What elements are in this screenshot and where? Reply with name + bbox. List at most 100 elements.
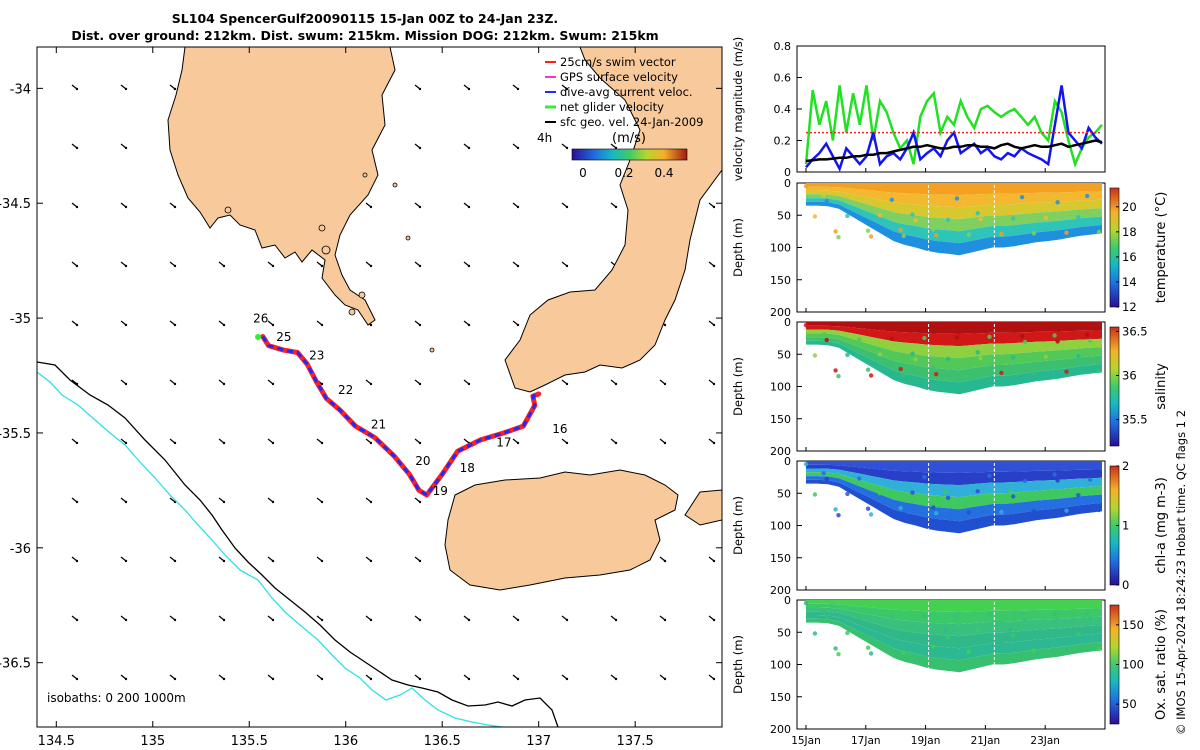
colorbar-tick-1: 0.2 xyxy=(614,166,633,180)
section-ytick-label: 200 xyxy=(770,306,791,319)
islands xyxy=(224,172,435,353)
velocity-arrow-head xyxy=(222,323,226,327)
section-cblabel: Ox. sat. ratio (%) xyxy=(1154,609,1169,720)
velocity-series-black xyxy=(805,139,1103,163)
section-speckle xyxy=(877,213,883,218)
section-speckle xyxy=(1085,193,1090,199)
velocity-arrow-head xyxy=(614,146,618,150)
section-speckle xyxy=(833,507,838,512)
velocity-ytick-label: 0.6 xyxy=(774,72,792,85)
velocity-arrow-head xyxy=(418,618,422,622)
section-speckle xyxy=(1055,478,1060,483)
section-speckle xyxy=(966,510,971,515)
velocity-arrow-head xyxy=(712,618,716,622)
land-masses xyxy=(167,47,722,591)
land-yorke-peninsula xyxy=(504,47,722,393)
time-tick-label: 21Jan xyxy=(971,735,1001,747)
velocity-arrow-head xyxy=(418,264,422,268)
velocity-arrow-head xyxy=(320,500,324,504)
section-speckle xyxy=(901,372,906,378)
section-speckle xyxy=(999,370,1004,376)
track-day-labels: 26 25 23 22 21 20 19 18 17 16 xyxy=(253,312,567,498)
velocity-arrow-head xyxy=(124,264,128,268)
section-speckle xyxy=(942,628,948,634)
section-speckle xyxy=(1011,494,1016,499)
section-speckle xyxy=(824,476,829,482)
section-ytick-label: 200 xyxy=(770,584,791,597)
section-speckle xyxy=(1064,230,1069,235)
velocity-arrow-head xyxy=(663,677,667,681)
velocity-arrow-head xyxy=(418,559,422,563)
section-speckle xyxy=(868,512,874,517)
section-speckle xyxy=(833,646,838,651)
section-speckle xyxy=(1088,477,1093,482)
colorbar-tick-2: 0.4 xyxy=(654,166,673,180)
section-speckle xyxy=(999,648,1004,654)
section-speckle xyxy=(913,357,918,362)
velocity-arrow-head xyxy=(467,677,471,681)
section-band-temperature xyxy=(806,194,1102,232)
velocity-arrow-head xyxy=(467,618,471,622)
section-speckle xyxy=(821,610,826,615)
velocity-ytick-label: 0 xyxy=(784,166,791,179)
section-band-chl-a xyxy=(806,476,1102,522)
velocity-arrow-head xyxy=(467,146,471,150)
section-speckle xyxy=(845,213,850,219)
section-speckle xyxy=(865,506,871,511)
section-speckle xyxy=(812,353,818,358)
section-speckle xyxy=(868,651,874,656)
day-label-20: 20 xyxy=(415,454,430,468)
velocity-arrow-head xyxy=(320,559,324,563)
section-speckle xyxy=(821,332,826,337)
section-speckle xyxy=(836,374,841,379)
section-speckle xyxy=(975,211,980,216)
velocity-arrow-head xyxy=(124,618,128,622)
section-speckle xyxy=(836,652,841,657)
section-speckle xyxy=(987,334,992,339)
section-speckle xyxy=(1088,199,1093,204)
velocity-arrow-head xyxy=(663,618,667,622)
velocity-arrow-head xyxy=(271,323,275,327)
section-speckle xyxy=(1064,647,1069,652)
velocity-arrow-head xyxy=(467,323,471,327)
section-band-chl-a xyxy=(806,472,1102,510)
velocity-arrow-head xyxy=(418,441,422,445)
velocity-arrow-head xyxy=(418,146,422,150)
velocity-arrow-head xyxy=(663,441,667,445)
velocity-arrow-head xyxy=(418,205,422,209)
velocity-arrow-head xyxy=(614,677,618,681)
section-speckle xyxy=(857,337,862,342)
section-speckle xyxy=(1096,507,1102,513)
section-speckle xyxy=(845,630,850,636)
velocity-arrow-head xyxy=(124,677,128,681)
velocity-arrow-head xyxy=(712,441,716,445)
section-ylabel: Depth (m) xyxy=(731,496,745,555)
section-speckle xyxy=(966,649,971,654)
section-speckle xyxy=(889,475,894,480)
section-speckle xyxy=(889,336,894,341)
section-speckle xyxy=(978,216,983,222)
velocity-arrow-head xyxy=(124,559,128,563)
section-speckle xyxy=(1019,612,1025,617)
section-speckle xyxy=(987,473,992,478)
velocity-arrow-head xyxy=(75,500,79,504)
surface-velocity-arrows xyxy=(71,84,716,681)
velocity-arrow-head xyxy=(320,677,324,681)
section-ytick-label: 50 xyxy=(777,626,791,639)
velocity-ytick-label: 0.2 xyxy=(774,135,792,148)
section-speckle xyxy=(922,474,927,480)
section-speckle xyxy=(901,233,906,239)
section-speckle xyxy=(1052,333,1057,338)
velocity-arrow-head xyxy=(75,441,79,445)
chart-title: SL104 SpencerGulf20090115 15-Jan 00Z to … xyxy=(0,10,730,44)
velocity-arrow-head xyxy=(222,382,226,386)
velocity-arrow-head xyxy=(663,323,667,327)
section-speckle xyxy=(1043,493,1049,498)
map-panel: 26 25 23 22 21 20 19 18 17 16 134.5 135 135.5 136 136… xyxy=(0,46,723,749)
section-band-salinity xyxy=(806,337,1102,383)
section-speckle xyxy=(803,184,809,189)
section-cbtick-label: 36.5 xyxy=(1122,324,1148,338)
section-speckle xyxy=(987,612,992,617)
section-speckle xyxy=(913,218,918,223)
velocity-arrow-head xyxy=(369,441,373,445)
